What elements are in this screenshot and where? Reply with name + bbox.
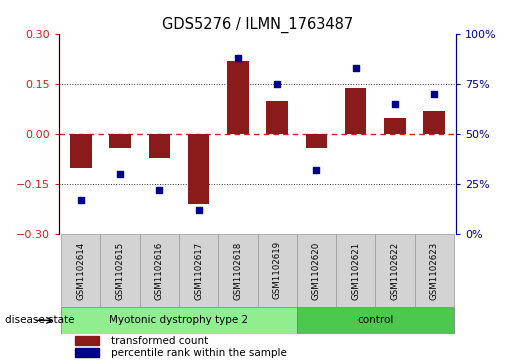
Bar: [61, 307, 297, 334]
Bar: [218, 234, 258, 307]
Bar: [266, 101, 288, 134]
Bar: [297, 307, 454, 334]
Bar: [384, 118, 406, 134]
Text: GSM1102623: GSM1102623: [430, 241, 439, 299]
Point: [430, 91, 438, 97]
Bar: [415, 234, 454, 307]
Bar: [423, 111, 445, 134]
Text: GSM1102620: GSM1102620: [312, 241, 321, 299]
Bar: [148, 134, 170, 158]
Bar: [345, 88, 367, 134]
Text: Myotonic dystrophy type 2: Myotonic dystrophy type 2: [109, 315, 249, 325]
Text: percentile rank within the sample: percentile rank within the sample: [111, 347, 287, 358]
Text: disease state: disease state: [5, 315, 75, 325]
Bar: [61, 234, 100, 307]
Point: [155, 187, 163, 193]
Point: [391, 101, 399, 107]
Text: GSM1102618: GSM1102618: [233, 241, 243, 299]
Bar: [70, 134, 92, 168]
Bar: [75, 348, 99, 357]
Text: GSM1102614: GSM1102614: [76, 241, 85, 299]
Text: GSM1102621: GSM1102621: [351, 241, 360, 299]
Text: control: control: [357, 315, 393, 325]
Point: [234, 56, 242, 61]
Bar: [227, 61, 249, 134]
Bar: [305, 134, 327, 148]
Text: GSM1102616: GSM1102616: [155, 241, 164, 299]
Bar: [100, 234, 140, 307]
Bar: [297, 234, 336, 307]
Text: GSM1102617: GSM1102617: [194, 241, 203, 299]
Bar: [179, 234, 218, 307]
Text: GSM1102615: GSM1102615: [115, 241, 125, 299]
Bar: [258, 234, 297, 307]
Bar: [109, 134, 131, 148]
Bar: [140, 234, 179, 307]
Point: [116, 171, 124, 177]
Point: [352, 65, 360, 71]
Bar: [75, 336, 99, 346]
Bar: [336, 234, 375, 307]
Text: GSM1102619: GSM1102619: [272, 241, 282, 299]
Point: [312, 167, 320, 173]
Bar: [375, 234, 415, 307]
Point: [77, 197, 85, 203]
Title: GDS5276 / ILMN_1763487: GDS5276 / ILMN_1763487: [162, 17, 353, 33]
Text: GSM1102622: GSM1102622: [390, 241, 400, 299]
Bar: [188, 134, 210, 204]
Text: transformed count: transformed count: [111, 335, 208, 346]
Point: [273, 82, 281, 87]
Point: [195, 207, 203, 213]
